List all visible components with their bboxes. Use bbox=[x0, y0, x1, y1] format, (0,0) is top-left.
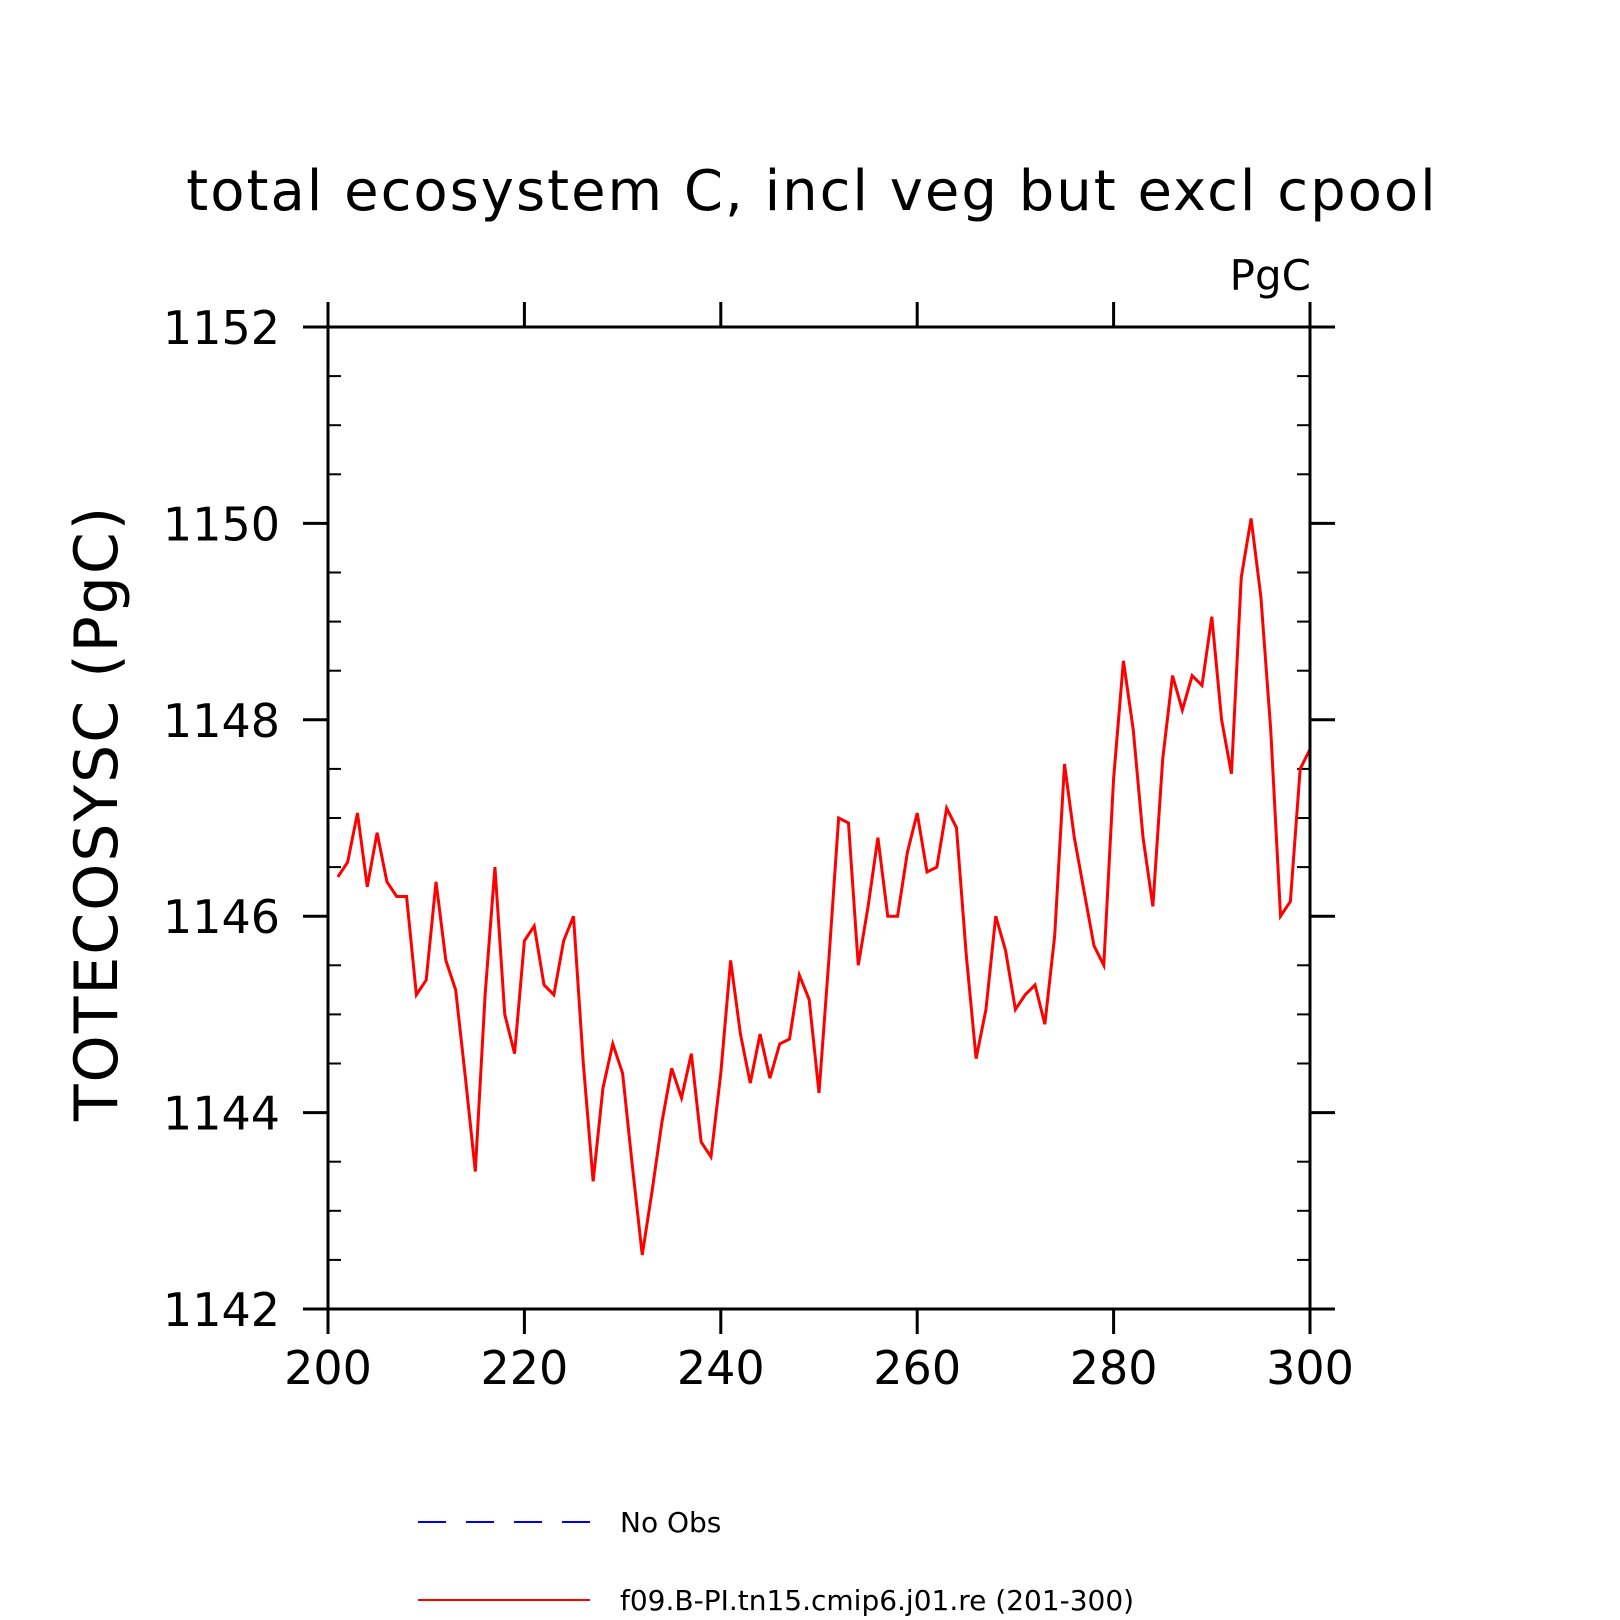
legend-obs-label: No Obs bbox=[620, 1506, 721, 1539]
x-tick-label: 280 bbox=[1070, 1341, 1158, 1395]
axis-ticks bbox=[303, 302, 1335, 1334]
y-tick-label: 1146 bbox=[163, 890, 280, 944]
series-layer bbox=[336, 518, 1312, 1256]
chart-title: total ecosystem C, incl veg but excl cpo… bbox=[186, 159, 1437, 224]
y-tick-label: 1142 bbox=[163, 1283, 280, 1337]
units-label: PgC bbox=[1230, 251, 1311, 300]
x-tick-label: 200 bbox=[284, 1341, 372, 1395]
legend: No Obs f09.B-PI.tn15.cmip6.j01.re (201-3… bbox=[418, 1506, 1134, 1617]
x-tick-label: 260 bbox=[873, 1341, 961, 1395]
y-tick-label: 1152 bbox=[163, 301, 280, 355]
x-tick-label: 220 bbox=[480, 1341, 568, 1395]
x-tick-label: 240 bbox=[677, 1341, 765, 1395]
series-line-1 bbox=[336, 518, 1312, 1256]
legend-model-label: f09.B-PI.tn15.cmip6.j01.re (201-300) bbox=[620, 1584, 1134, 1617]
x-tick-label: 300 bbox=[1266, 1341, 1354, 1395]
y-tick-label: 1148 bbox=[163, 694, 280, 748]
y-tick-label: 1144 bbox=[163, 1087, 280, 1141]
axis-tick-labels: 200 220 240 260 280 300 1142 1144 1146 1148 1150 11… bbox=[163, 301, 1354, 1395]
y-tick-label: 1150 bbox=[163, 497, 280, 551]
plot-frame bbox=[326, 325, 1312, 1311]
y-axis-label: TOTECOSYSC (PgC) bbox=[62, 505, 132, 1122]
